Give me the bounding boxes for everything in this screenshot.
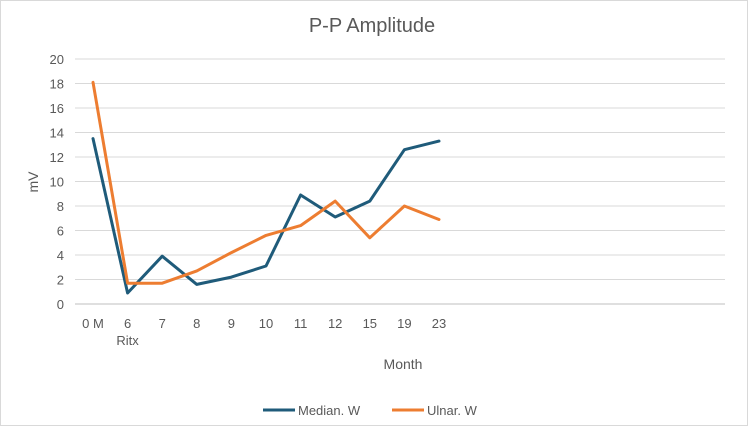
series-line-ulnar bbox=[91, 80, 441, 285]
x-tick-labels: 0 M 6 Ritx 7 8 9 10 11 12 15 19 23 bbox=[82, 316, 446, 348]
y-tick-label: 8 bbox=[57, 199, 64, 214]
y-tick-labels: 0 2 4 6 8 10 12 14 16 18 20 bbox=[50, 52, 64, 312]
x-tick-label: 7 bbox=[159, 316, 166, 331]
x-axis-label: Month bbox=[384, 356, 423, 372]
series-line-median bbox=[91, 137, 441, 295]
x-tick-sublabel: Ritx bbox=[116, 333, 139, 348]
y-tick-label: 14 bbox=[50, 126, 64, 141]
y-tick-label: 10 bbox=[50, 175, 64, 190]
legend: Median. W Ulnar. W bbox=[263, 403, 478, 418]
x-tick-label: 10 bbox=[259, 316, 273, 331]
x-tick-label: 12 bbox=[328, 316, 342, 331]
y-tick-label: 4 bbox=[57, 248, 64, 263]
series-lines bbox=[91, 80, 441, 295]
x-tick-label: 15 bbox=[363, 316, 377, 331]
y-tick-label: 6 bbox=[57, 224, 64, 239]
x-tick-label: 11 bbox=[294, 316, 308, 331]
y-tick-label: 20 bbox=[50, 52, 64, 67]
gridlines bbox=[75, 58, 725, 305]
y-tick-label: 0 bbox=[57, 297, 64, 312]
y-tick-label: 12 bbox=[50, 150, 64, 165]
y-tick-label: 2 bbox=[57, 273, 64, 288]
y-axis-label: mV bbox=[25, 171, 41, 193]
legend-label: Median. W bbox=[298, 403, 361, 418]
y-tick-label: 18 bbox=[50, 77, 64, 92]
x-tick-label: 9 bbox=[228, 316, 235, 331]
x-tick-label: 6 bbox=[124, 316, 131, 331]
x-tick-label: 0 M bbox=[82, 316, 104, 331]
x-tick-label: 23 bbox=[432, 316, 446, 331]
y-tick-label: 16 bbox=[50, 101, 64, 116]
x-tick-label: 8 bbox=[193, 316, 200, 331]
legend-label: Ulnar. W bbox=[427, 403, 478, 418]
chart-title: P-P Amplitude bbox=[309, 15, 435, 37]
x-tick-label: 19 bbox=[397, 316, 411, 331]
